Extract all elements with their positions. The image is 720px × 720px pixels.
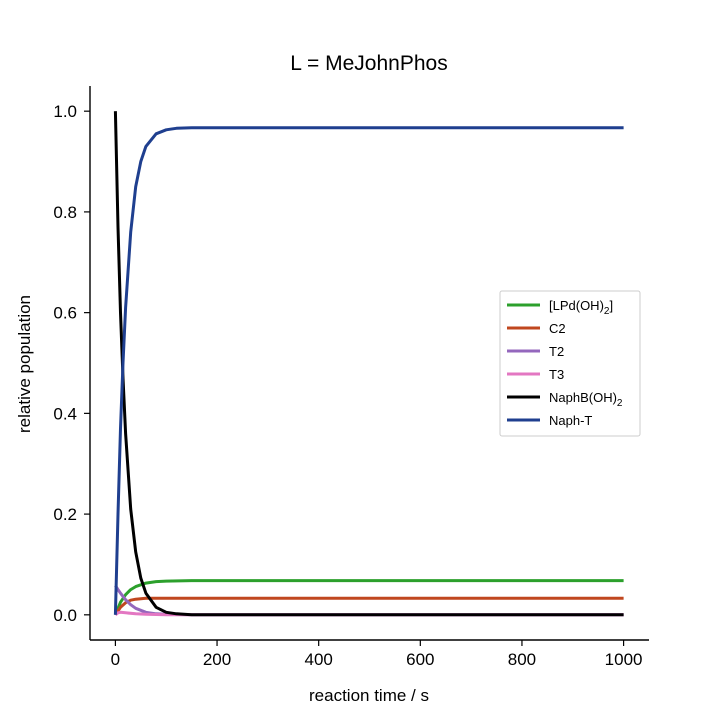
legend-label: T2 (549, 344, 564, 359)
series-line-4 (113, 111, 624, 617)
plot-area: 0 200 400 600 800 1000 0.0 0.2 0.4 0.6 0.8 1.0 (53, 86, 649, 669)
legend-label: NaphB(OH)2 (549, 390, 623, 409)
y-tick-label: 1.0 (53, 102, 77, 121)
chart-title: L = MeJohnPhos (290, 52, 447, 75)
series-line-2 (114, 584, 624, 617)
legend: [LPd(OH)2] C2 T2 T3 NaphB(OH)2 Naph-T (499, 290, 641, 437)
legend-label: [LPd(OH)2] (549, 298, 613, 317)
legend-label: T3 (549, 367, 564, 382)
legend-label: C2 (549, 321, 566, 336)
series-line-1 (114, 596, 624, 616)
x-ticks: 0 200 400 600 800 1000 (111, 640, 643, 669)
series-group (113, 111, 624, 617)
x-tick-label: 1000 (605, 650, 643, 669)
x-tick-label: 600 (406, 650, 434, 669)
y-tick-label: 0.6 (53, 304, 77, 323)
x-tick-label: 400 (304, 650, 332, 669)
y-ticks: 0.0 0.2 0.4 0.6 0.8 1.0 (53, 102, 90, 625)
x-tick-label: 200 (203, 650, 231, 669)
y-tick-label: 0.0 (53, 606, 77, 625)
y-tick-label: 0.4 (53, 404, 77, 423)
series-line-5 (113, 126, 624, 615)
legend-items: [LPd(OH)2] C2 T2 T3 NaphB(OH)2 Naph-T (507, 298, 623, 428)
x-tick-label: 800 (508, 650, 536, 669)
legend-label: Naph-T (549, 413, 592, 428)
x-axis-label: reaction time / s (309, 686, 429, 705)
y-axis-label: relative population (15, 295, 34, 433)
x-tick-label: 0 (111, 650, 120, 669)
y-tick-label: 0.2 (53, 505, 77, 524)
series-line-3 (114, 610, 624, 617)
y-tick-label: 0.8 (53, 203, 77, 222)
